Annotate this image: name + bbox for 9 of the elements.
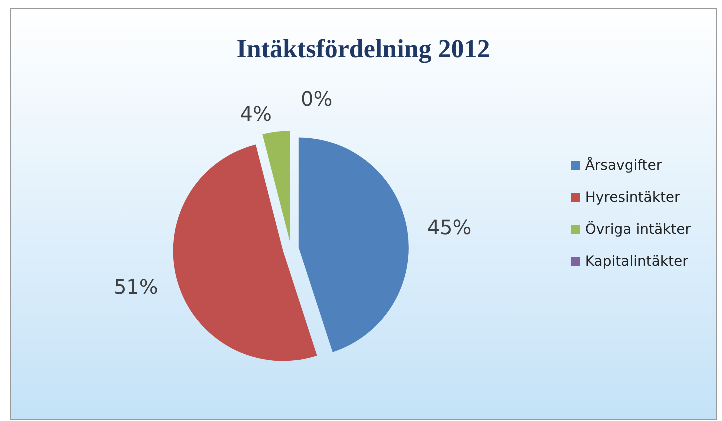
legend-label: Kapitalintäkter <box>585 254 689 270</box>
data-label: 4% <box>240 102 272 126</box>
data-label: 51% <box>114 274 158 299</box>
chart-title: Intäktsfördelning 2012 <box>236 34 490 64</box>
text: 0% <box>301 87 333 111</box>
legend-label: Årsavgifter <box>585 157 662 174</box>
legend-label: Övriga intäkter <box>585 221 692 238</box>
data-label: 45% <box>427 216 472 240</box>
legend-label: Hyresintäkter <box>585 190 681 206</box>
